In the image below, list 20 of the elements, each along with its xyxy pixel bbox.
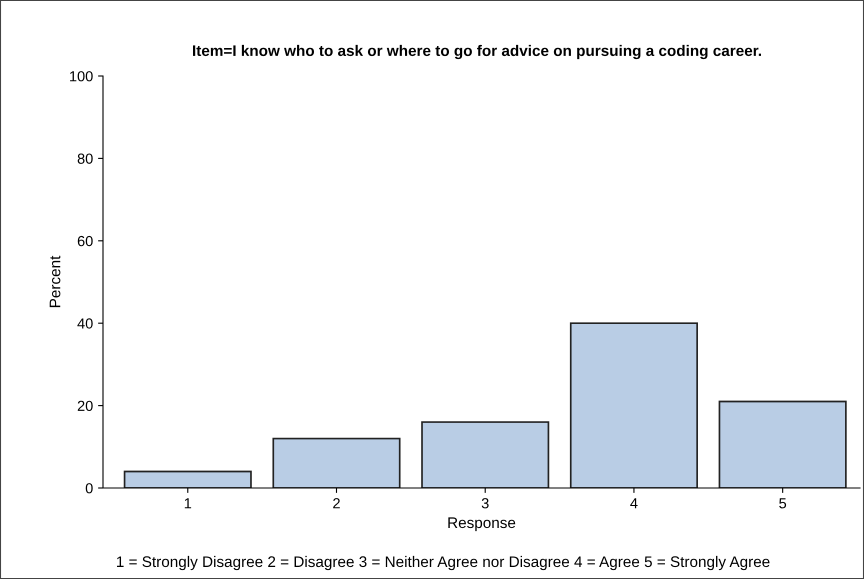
y-axis-title: Percent	[50, 256, 60, 308]
bar	[421, 421, 550, 488]
bar	[570, 322, 698, 488]
x-tick-label: 1	[184, 498, 192, 508]
x-tick-label: 5	[779, 498, 786, 508]
y-tick-label: 40	[77, 318, 93, 329]
x-axis-title: Response	[448, 517, 516, 532]
x-tick-label: 4	[630, 498, 638, 508]
text: 1 = Strongly Disagree 2 = Disagree 3 = Neither Agree nor Disagree 4 = Agree 5 = Strongly Agree	[116, 556, 770, 570]
y-tick-label: 100	[70, 71, 93, 82]
x-tick-label: 3	[482, 498, 489, 508]
bar	[124, 470, 252, 488]
y-tick-label: 0	[86, 483, 93, 494]
y-tick-label: 20	[78, 400, 93, 412]
chart-title: Item=I know who to ask or where to go for advice on pursuing a coding career.	[193, 44, 761, 60]
y-tick-label: 80	[78, 154, 93, 164]
bar	[272, 438, 401, 488]
x-tick-label: 2	[333, 498, 340, 508]
bar	[718, 400, 847, 488]
y-tick-label: 60	[78, 236, 93, 246]
